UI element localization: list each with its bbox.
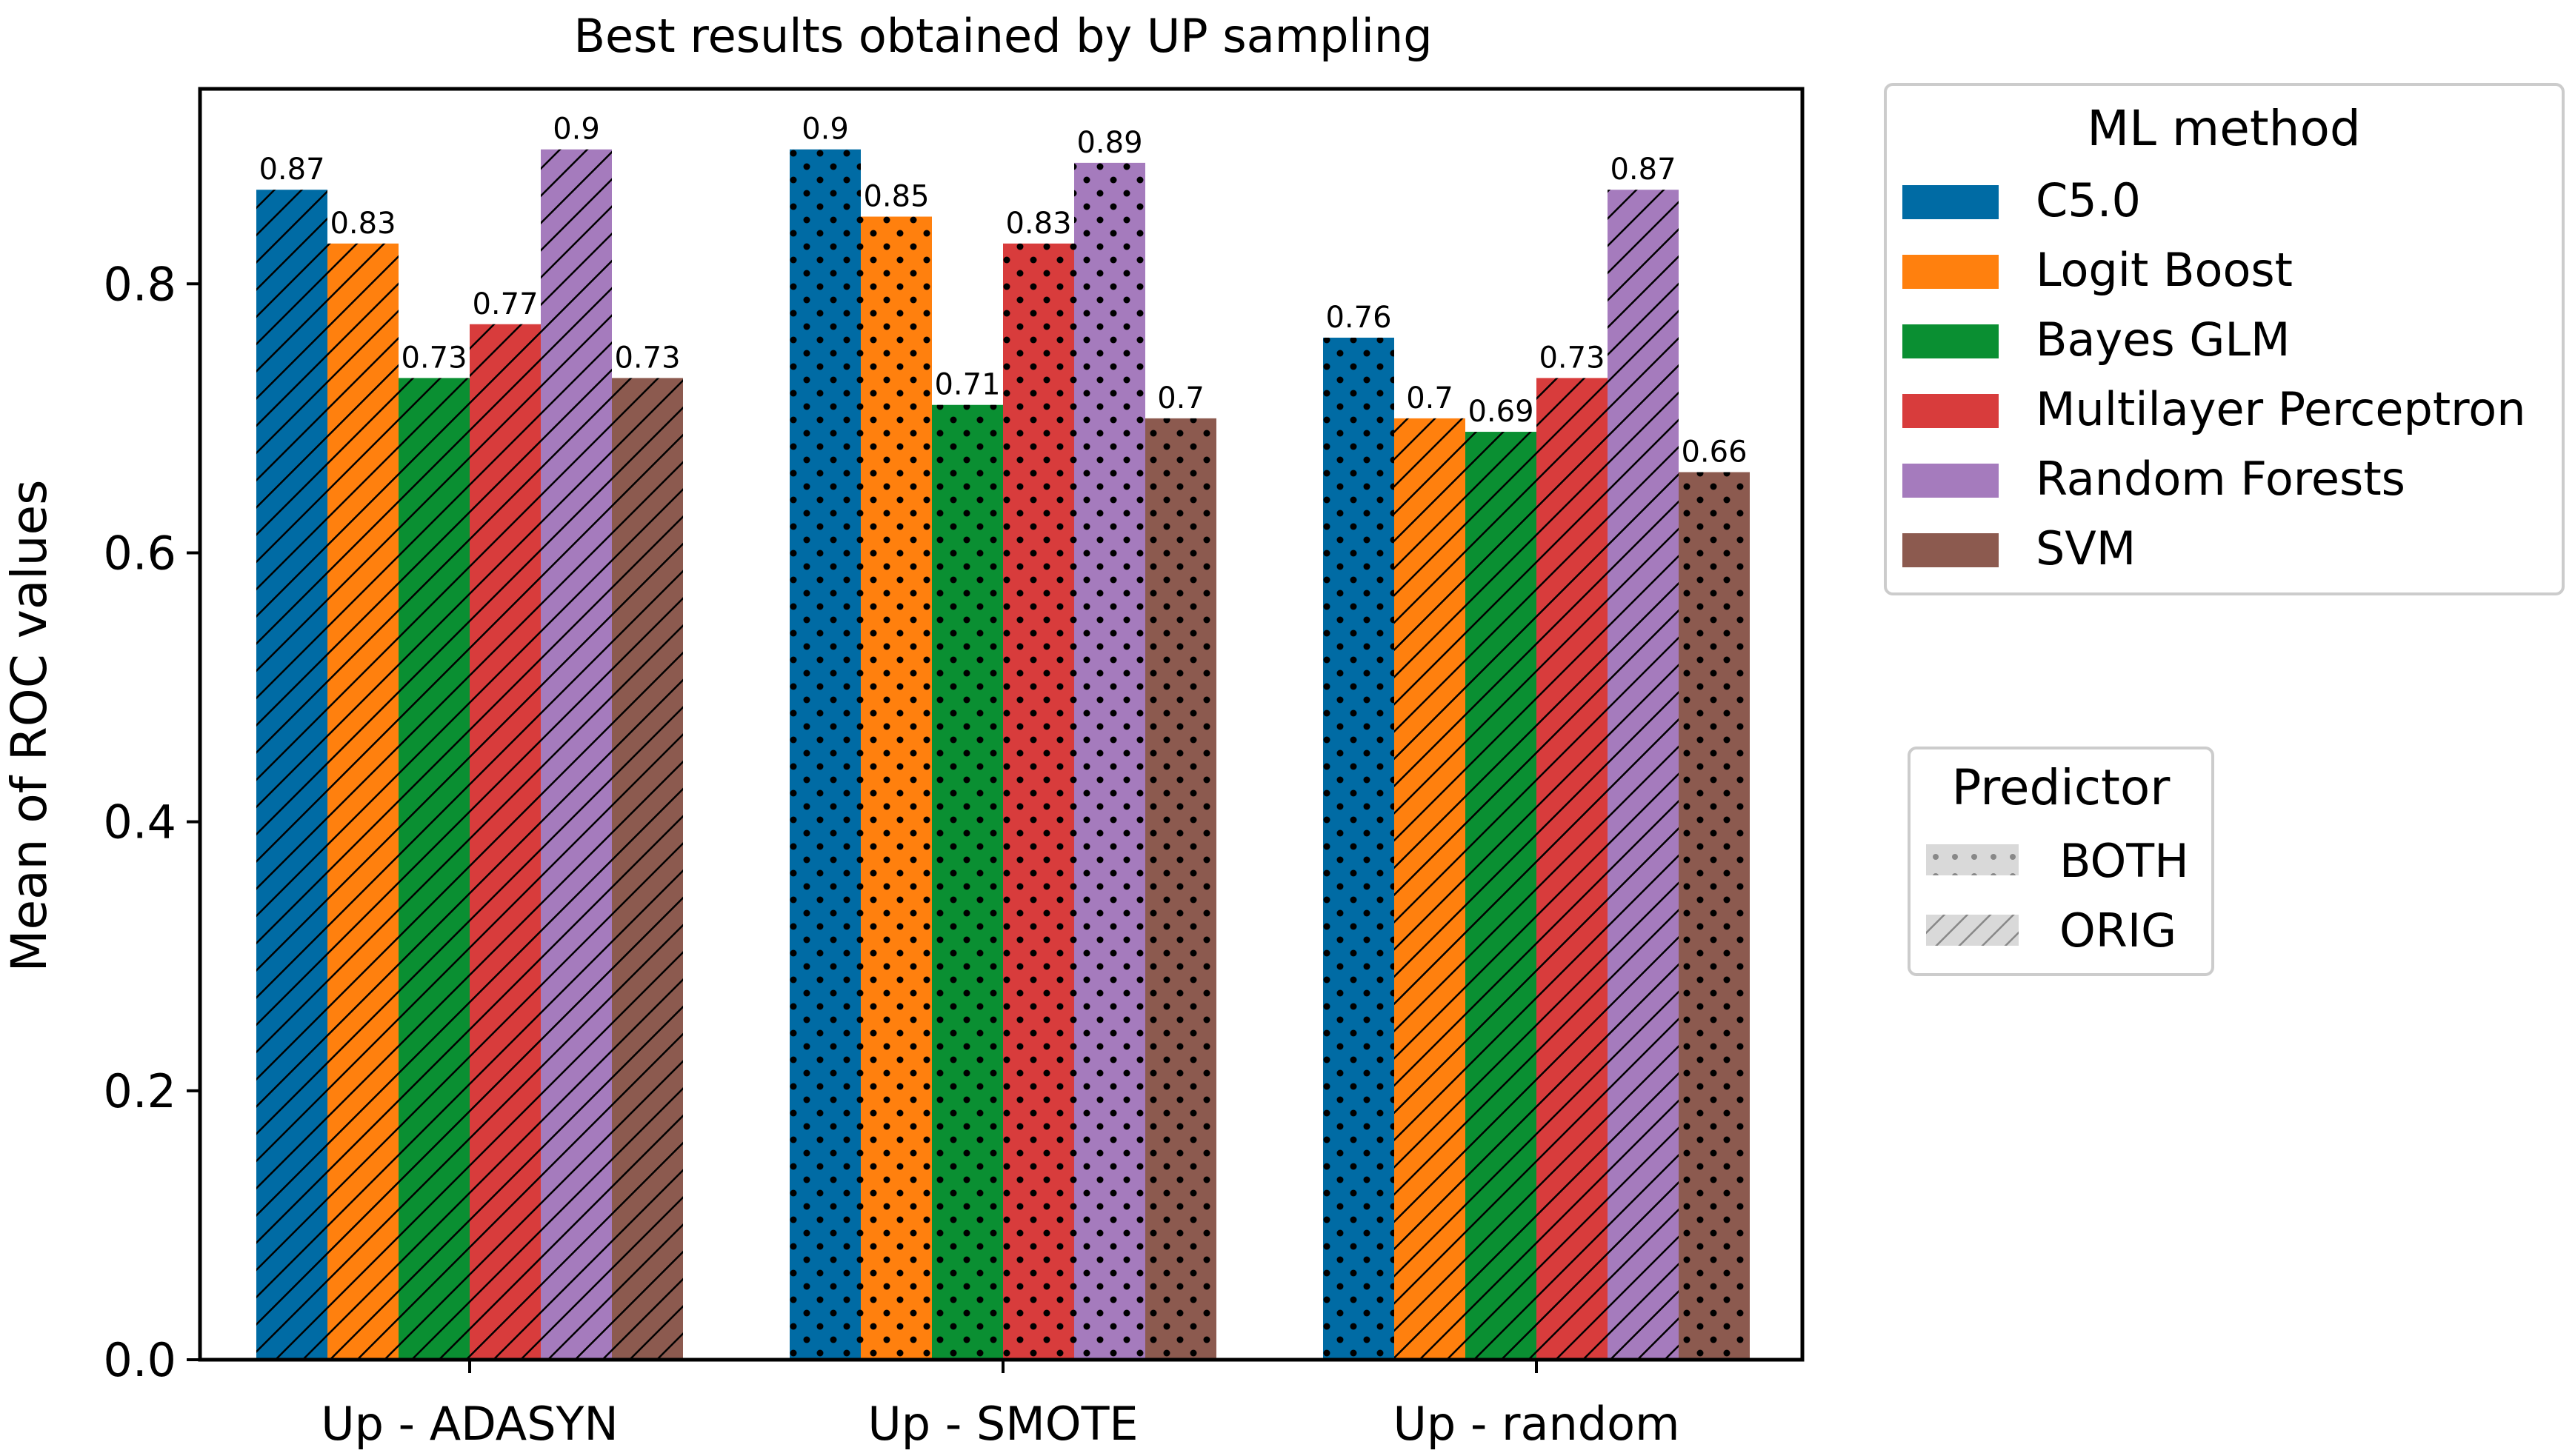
bar-value-label: 0.7 [1406, 381, 1453, 415]
y-tick-label: 0.2 [103, 1064, 176, 1118]
legend-label-c5-0: C5.0 [2036, 173, 2141, 227]
bar-pattern-c5-0 [256, 190, 327, 1360]
bar-value-label: 0.7 [1157, 381, 1205, 415]
bar-value-label: 0.85 [863, 180, 929, 214]
legend-label-logit-boost: Logit Boost [2036, 243, 2293, 297]
bar-pattern-random-forests [541, 149, 612, 1360]
bar-pattern-random-forests [1608, 190, 1679, 1360]
bar-pattern-c5-0 [1323, 337, 1394, 1360]
bar-pattern-bayes-glm [399, 378, 470, 1360]
bar-value-labels: 0.870.830.730.770.90.730.90.850.710.830.… [259, 113, 1747, 470]
legend-swatch-svm [1902, 533, 1999, 567]
legend-swatch-both-pattern [1926, 844, 2019, 875]
bar-value-label: 0.69 [1468, 395, 1533, 429]
legend-ml-method: ML method C5.0 Logit Boost Bayes GLM Multil… [1884, 83, 2565, 595]
y-tick-label: 0.0 [103, 1333, 176, 1387]
legend-swatch-c5-0 [1902, 185, 1999, 219]
x-tick-label: Up - random [1393, 1397, 1680, 1451]
x-tick-label: Up - SMOTE [867, 1397, 1138, 1451]
bar-value-label: 0.66 [1681, 435, 1747, 470]
bar-pattern-svm [1679, 472, 1750, 1360]
bar-pattern-c5-0 [790, 149, 861, 1360]
legend-swatch-random-forests [1902, 464, 1999, 498]
bar-value-label: 0.89 [1076, 126, 1142, 160]
y-axis-label: Mean of ROC values [1, 480, 58, 972]
legend-label-bayes-glm: Bayes GLM [2036, 313, 2290, 367]
bar-value-label: 0.73 [1539, 341, 1605, 375]
legend-swatch-bayes-glm [1902, 324, 1999, 358]
bar-pattern-multilayer-perceptron [1536, 378, 1608, 1360]
bar-value-label: 0.77 [472, 287, 538, 321]
bar-pattern-bayes-glm [1465, 432, 1536, 1360]
bar-value-label: 0.76 [1325, 301, 1391, 335]
x-tick-label: Up - ADASYN [321, 1397, 619, 1451]
legend-label-orig: ORIG [2059, 904, 2176, 958]
bar-value-label: 0.73 [614, 341, 680, 375]
bar-value-label: 0.9 [553, 113, 600, 147]
bar-value-label: 0.87 [259, 153, 324, 187]
bar-pattern-logit-boost [327, 243, 399, 1360]
y-tick-label: 0.6 [103, 526, 176, 580]
legend-swatch-multilayer-perceptron [1902, 394, 1999, 428]
y-axis-ticks: 0.0 0.2 0.4 0.6 0.8 [103, 257, 200, 1387]
plot-frame [198, 87, 1805, 1362]
bar-pattern-logit-boost [861, 216, 932, 1360]
bar-pattern-bayes-glm [932, 404, 1003, 1360]
x-axis-ticks: Up - ADASYN Up - SMOTE Up - random [321, 1360, 1680, 1451]
bar-value-label: 0.9 [802, 113, 849, 147]
bar-value-label: 0.71 [934, 368, 1000, 402]
y-tick-label: 0.4 [103, 795, 176, 849]
legend-label-random-forests: Random Forests [2036, 452, 2405, 506]
bar-pattern-multilayer-perceptron [470, 324, 541, 1360]
legend-label-both: BOTH [2059, 834, 2189, 888]
legend-swatch-logit-boost [1902, 255, 1999, 289]
chart-title: Best results obtained by UP sampling [573, 9, 1432, 63]
bar-pattern-random-forests [1074, 162, 1145, 1360]
legend-ml-frame [1884, 83, 2565, 595]
legend-predictor: Predictor BOTH ORIG [1908, 747, 2214, 976]
legend-label-svm: SVM [2036, 521, 2136, 575]
bar-pattern-multilayer-perceptron [1003, 243, 1074, 1360]
bar-value-label: 0.83 [330, 207, 396, 241]
bar-value-label: 0.73 [401, 341, 467, 375]
legend-label-multilayer-perceptron: Multilayer Perceptron [2036, 382, 2526, 436]
bar-pattern-svm [1145, 418, 1216, 1360]
bar-pattern-svm [612, 378, 683, 1360]
bar-pattern-logit-boost [1394, 418, 1465, 1360]
bars [256, 149, 1750, 1360]
legend-swatch-orig-pattern [1926, 915, 2019, 946]
legend-ml-title: ML method [2087, 100, 2361, 157]
bar-value-label: 0.83 [1005, 207, 1071, 241]
legend-predictor-title: Predictor [1952, 759, 2171, 816]
y-tick-label: 0.8 [103, 257, 176, 311]
bar-value-label: 0.87 [1610, 153, 1676, 187]
